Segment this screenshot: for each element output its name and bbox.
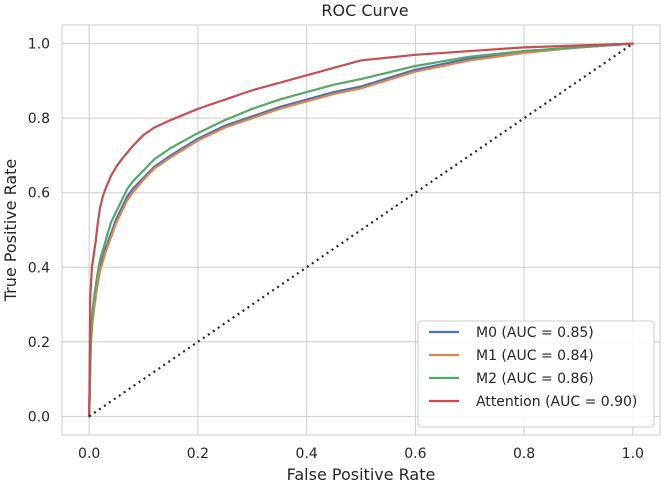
y-tick-label: 0.8 [28, 111, 50, 127]
y-tick-label: 0.0 [28, 409, 50, 425]
series-line-m1 [88, 42, 634, 418]
legend-box [417, 320, 655, 428]
series-lines [88, 42, 634, 418]
legend-label-m0: M0 (AUC = 0.85) [476, 325, 594, 341]
y-tick-label: 0.4 [28, 260, 50, 276]
x-tick-label: 1.0 [622, 446, 644, 462]
y-tick-label: 0.6 [28, 186, 50, 202]
x-tick-labels: 0.0 0.2 0.4 0.6 0.8 1.0 [78, 446, 644, 462]
x-tick-label: 0.4 [296, 446, 318, 462]
series-line-attention [88, 42, 634, 418]
y-tick-label: 1.0 [28, 37, 50, 53]
y-tick-label: 0.2 [28, 335, 50, 351]
x-tick-label: 0.6 [404, 446, 426, 462]
x-tick-label: 0.2 [187, 446, 209, 462]
chance-diagonal-line [88, 42, 634, 418]
legend-label-m2: M2 (AUC = 0.86) [476, 371, 594, 387]
x-axis-label: False Positive Rate [287, 465, 436, 484]
legend-label-attention: Attention (AUC = 0.90) [476, 394, 637, 410]
legend: M0 (AUC = 0.85) M1 (AUC = 0.84) M2 (AUC = … [417, 320, 655, 428]
series-line-m2 [88, 42, 634, 418]
y-axis-label: True Positive Rate [1, 159, 20, 303]
y-tick-labels: 0.0 0.2 0.4 0.6 0.8 1.0 [28, 37, 50, 426]
chart-title: ROC Curve [321, 1, 408, 20]
x-tick-label: 0.0 [78, 446, 100, 462]
legend-label-m1: M1 (AUC = 0.84) [476, 348, 594, 364]
x-tick-label: 0.8 [513, 446, 535, 462]
